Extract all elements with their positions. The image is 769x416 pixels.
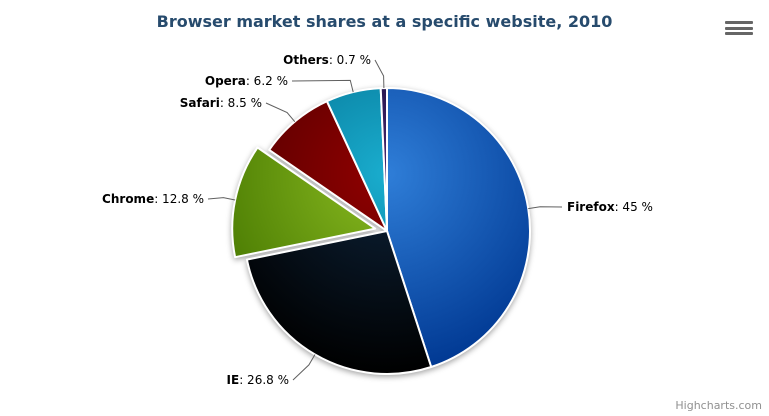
menu-bar xyxy=(725,32,753,35)
label-connector-firefox xyxy=(528,206,563,210)
pie-series xyxy=(231,86,531,375)
pie-slice-firefox[interactable] xyxy=(386,87,531,368)
label-connector-ie xyxy=(292,354,316,381)
label-connector-chrome xyxy=(207,197,236,201)
menu-bar xyxy=(725,21,753,24)
pie-data-label-others: Others: 0.7 % xyxy=(283,53,371,67)
pie-data-label-chrome: Chrome: 12.8 % xyxy=(102,192,204,206)
data-labels: Firefox: 45 % IE: 26.8 % Chrome: 12.8 % Saf… xyxy=(102,53,653,387)
export-menu-button[interactable] xyxy=(725,21,753,35)
pie-slice-others[interactable] xyxy=(379,86,388,232)
pie-data-label-firefox: Firefox: 45 % xyxy=(567,200,653,214)
pie-data-label-opera: Opera: 6.2 % xyxy=(205,74,288,88)
pie-data-label-safari: Safari: 8.5 % xyxy=(180,96,262,110)
chart-title: Browser market shares at a specific webs… xyxy=(156,12,613,31)
label-connectors xyxy=(207,59,563,381)
pie-slice-ie[interactable] xyxy=(245,230,433,375)
menu-bar xyxy=(725,26,753,30)
label-connector-opera xyxy=(291,79,354,93)
credits-link[interactable]: Highcharts.com xyxy=(675,399,762,412)
label-connector-safari xyxy=(265,102,296,123)
pie-data-label-ie: IE: 26.8 % xyxy=(227,373,289,387)
label-connector-others xyxy=(374,59,385,89)
pie-slice-chrome[interactable] xyxy=(231,146,377,259)
